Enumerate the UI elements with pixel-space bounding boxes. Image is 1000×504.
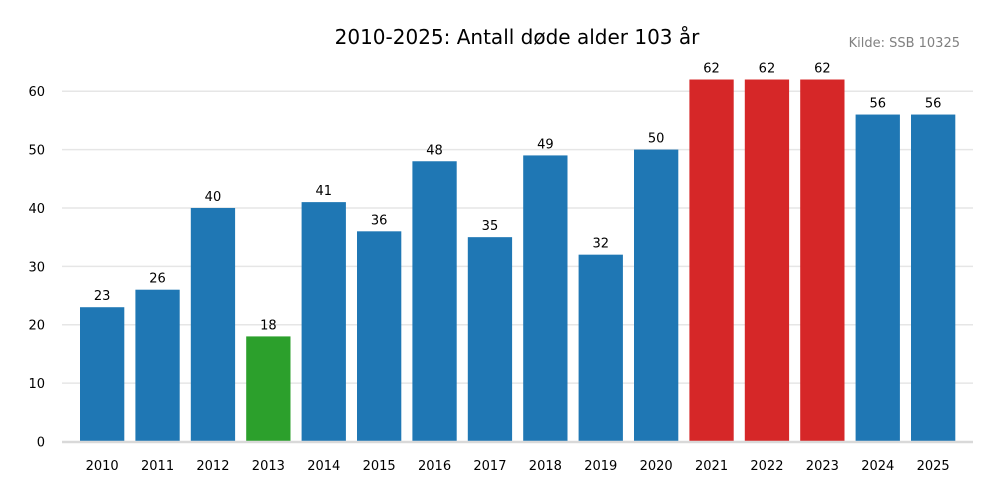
- data-label: 36: [371, 213, 388, 228]
- data-label: 41: [315, 184, 332, 199]
- x-tick-label: 2012: [196, 459, 229, 474]
- x-tick-label: 2022: [750, 459, 783, 474]
- x-tick-label: 2016: [418, 459, 451, 474]
- data-label: 48: [426, 143, 443, 158]
- data-label: 35: [482, 219, 499, 234]
- x-tick-label: 2017: [473, 459, 506, 474]
- x-axis-ticks: 2010 2011 2012 2013 2014 2015 2016 2017 2018 2019…: [86, 459, 950, 474]
- bar: [744, 79, 790, 442]
- y-tick-label: 20: [28, 319, 45, 334]
- bar: [800, 79, 845, 442]
- source-note: Kilde: SSB 10325: [849, 36, 960, 51]
- bar: [634, 149, 679, 442]
- y-tick-label: 60: [28, 85, 45, 100]
- data-label: 49: [537, 137, 554, 152]
- bars: [80, 79, 956, 442]
- data-label: 23: [94, 289, 111, 304]
- bar: [357, 231, 402, 442]
- data-label: 56: [925, 97, 942, 112]
- bar: [523, 155, 568, 442]
- x-tick-label: 2021: [695, 459, 728, 474]
- y-tick-label: 50: [28, 144, 45, 159]
- y-tick-label: 30: [28, 260, 45, 275]
- x-tick-label: 2018: [529, 459, 562, 474]
- data-labels: 23 26 40 18 41 36 48 35 49 32 50 62 62 62 56 56: [94, 62, 942, 334]
- y-axis-ticks: 0 10 20 30 40 50 60: [28, 85, 45, 450]
- data-label: 18: [260, 318, 277, 333]
- bar: [911, 114, 956, 442]
- y-tick-label: 0: [37, 436, 45, 451]
- y-tick-label: 10: [28, 377, 45, 392]
- x-tick-label: 2024: [861, 459, 894, 474]
- bar: [412, 161, 457, 442]
- x-tick-label: 2013: [252, 459, 285, 474]
- x-tick-label: 2010: [86, 459, 119, 474]
- bar: [467, 237, 513, 442]
- bar: [80, 307, 125, 442]
- x-tick-label: 2019: [584, 459, 617, 474]
- bar: [855, 114, 900, 442]
- x-tick-label: 2014: [307, 459, 340, 474]
- bar: [689, 79, 734, 442]
- x-tick-label: 2011: [141, 459, 174, 474]
- x-tick-label: 2023: [806, 459, 839, 474]
- data-label: 32: [592, 237, 609, 252]
- bar: [301, 202, 346, 442]
- y-tick-label: 40: [28, 202, 45, 217]
- data-label: 26: [149, 272, 166, 287]
- x-tick-label: 2015: [363, 459, 396, 474]
- data-label: 62: [814, 62, 831, 77]
- x-tick-label: 2025: [917, 459, 950, 474]
- data-label: 40: [205, 190, 222, 205]
- bar: [578, 254, 623, 442]
- x-tick-label: 2020: [640, 459, 673, 474]
- data-label: 62: [759, 62, 776, 77]
- bar: [135, 289, 180, 442]
- chart-title: 2010-2025: Antall døde alder 103 år: [335, 25, 701, 49]
- data-label: 50: [648, 132, 665, 147]
- bar: [246, 336, 291, 442]
- bar: [190, 207, 236, 442]
- data-label: 56: [869, 97, 886, 112]
- data-label: 62: [703, 62, 720, 77]
